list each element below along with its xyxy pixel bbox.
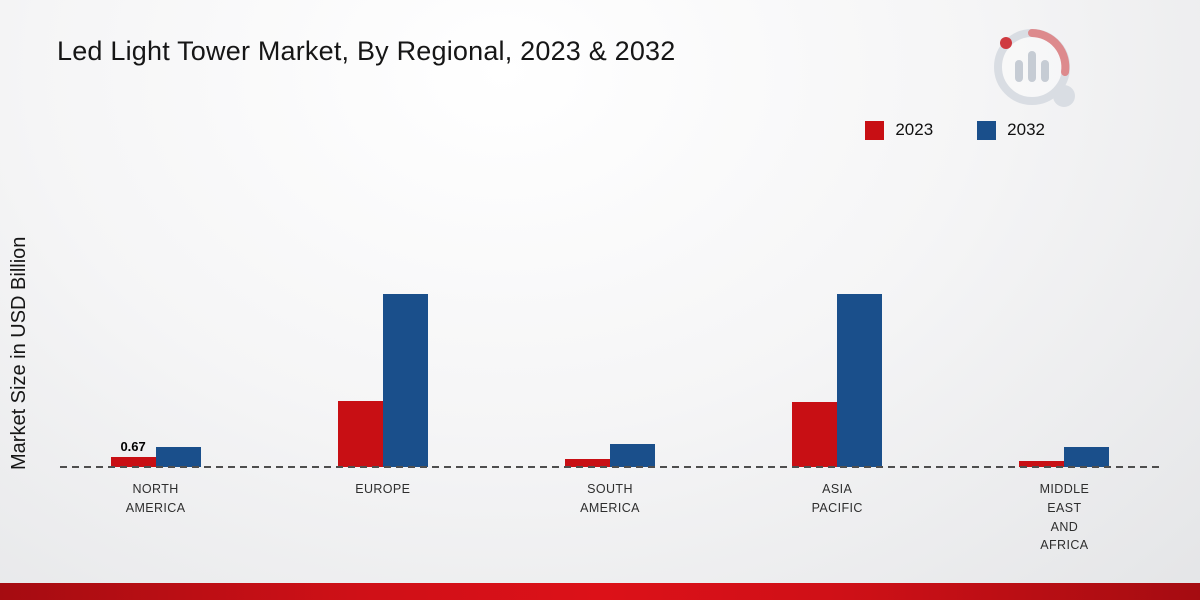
bar-pair-asia-pacific bbox=[792, 294, 883, 467]
category-group-europe: EUROPE bbox=[269, 287, 496, 496]
legend-swatch-2032 bbox=[977, 120, 997, 140]
bar-2023-middle-east-and-africa bbox=[1019, 461, 1065, 467]
legend-label-2032: 2032 bbox=[1007, 120, 1045, 139]
bar-2032-middle-east-and-africa bbox=[1064, 447, 1110, 467]
bar-column-2023-asia-pacific bbox=[792, 402, 838, 467]
bar-column-2023-south-america bbox=[565, 459, 610, 467]
plot-area: 0.67 NORTH AMERICA EUROPE SOUTH AMERICA ASIA PA… bbox=[42, 287, 1178, 552]
bar-pair-middle-east-and-africa bbox=[1019, 447, 1110, 467]
category-label-asia-pacific: ASIA PACIFIC bbox=[811, 482, 863, 515]
bar-column-2032-south-america bbox=[610, 444, 655, 467]
bar-column-2023-north-america: 0.67 bbox=[110, 439, 156, 467]
category-label-europe: EUROPE bbox=[355, 482, 411, 496]
bar-column-2023-europe bbox=[337, 401, 383, 467]
category-label-south-america: SOUTH AMERICA bbox=[580, 482, 640, 515]
x-axis-baseline bbox=[60, 466, 1162, 468]
y-axis-title: Market Size in USD Billion bbox=[8, 236, 30, 470]
category-label-north-america: NORTH AMERICA bbox=[125, 482, 186, 515]
bar-2023-north-america bbox=[110, 457, 156, 467]
category-group-north-america: 0.67 NORTH AMERICA bbox=[42, 287, 269, 515]
bar-2032-north-america bbox=[155, 447, 201, 467]
bar-column-2023-middle-east-and-africa bbox=[1019, 461, 1065, 467]
bar-column-2032-north-america bbox=[155, 447, 201, 467]
category-label-middle-east-and-africa: MIDDLE EAST AND AFRICA bbox=[1039, 482, 1090, 553]
bar-2023-asia-pacific bbox=[792, 402, 838, 467]
bar-2023-south-america bbox=[565, 459, 610, 467]
bar-2032-europe bbox=[382, 294, 428, 467]
legend-label-2023: 2023 bbox=[895, 120, 934, 139]
brand-logo bbox=[985, 22, 1085, 117]
category-group-south-america: SOUTH AMERICA bbox=[496, 287, 723, 515]
bar-pair-north-america: 0.67 bbox=[110, 439, 201, 467]
bar-pair-europe bbox=[337, 294, 428, 467]
bar-column-2032-europe bbox=[382, 294, 428, 467]
category-group-middle-east-and-africa: MIDDLE EAST AND AFRICA bbox=[951, 287, 1178, 552]
bar-pair-south-america bbox=[565, 444, 655, 467]
legend: 2023 2032 bbox=[865, 120, 1045, 140]
legend-swatch-2023 bbox=[865, 120, 885, 140]
chart-title: Led Light Tower Market, By Regional, 202… bbox=[57, 36, 676, 66]
bar-column-2032-middle-east-and-africa bbox=[1064, 447, 1110, 467]
bar-2023-europe bbox=[337, 401, 383, 467]
footer-accent-bar bbox=[0, 583, 1200, 600]
data-label-2023-north-america: 0.67 bbox=[120, 439, 146, 454]
bar-2032-south-america bbox=[610, 444, 655, 467]
bar-column-2032-asia-pacific bbox=[837, 294, 883, 467]
legend-item-2023: 2023 bbox=[865, 120, 933, 140]
bar-2032-asia-pacific bbox=[837, 294, 883, 467]
category-group-asia-pacific: ASIA PACIFIC bbox=[724, 287, 951, 515]
legend-item-2032: 2032 bbox=[977, 120, 1045, 140]
brand-logo-icon bbox=[994, 29, 1075, 107]
